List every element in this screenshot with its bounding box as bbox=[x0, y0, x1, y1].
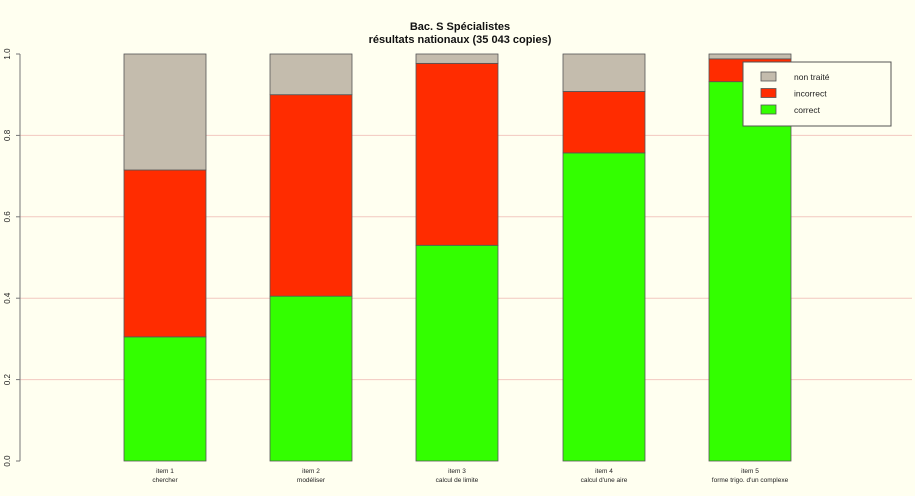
x-tick-label: chercher bbox=[152, 477, 178, 484]
legend: non traité incorrect correct bbox=[742, 61, 892, 127]
bar-segment-incorrect bbox=[269, 94, 353, 297]
y-axis: 0.0 0.2 0.4 0.6 0.8 1.0 bbox=[3, 48, 21, 467]
bar-segment-incorrect bbox=[123, 169, 207, 338]
x-tick-label: item 3 bbox=[448, 468, 466, 475]
x-tick-label: calcul d'une aire bbox=[581, 477, 628, 484]
bar-segment-non-traité bbox=[708, 53, 792, 60]
legend-label: non traité bbox=[794, 72, 830, 82]
x-tick-label: modéliser bbox=[297, 477, 326, 484]
bars bbox=[123, 53, 792, 462]
bar-segment-correct bbox=[269, 295, 353, 462]
y-tick-label: 0.8 bbox=[3, 129, 12, 141]
x-axis-labels: item 1 chercher item 2 modéliser item 3 calcu… bbox=[152, 468, 788, 484]
y-tick-label: 0.6 bbox=[3, 211, 12, 223]
x-tick-label: forme trigo. d'un complexe bbox=[712, 477, 789, 484]
y-tick-label: 1.0 bbox=[3, 48, 12, 60]
bar-segment-non-traité bbox=[562, 53, 646, 92]
x-tick-label: item 4 bbox=[595, 468, 613, 475]
y-tick-label: 0.4 bbox=[3, 292, 12, 304]
legend-swatch bbox=[760, 71, 777, 82]
x-tick-label: item 2 bbox=[302, 468, 320, 475]
legend-label: incorrect bbox=[794, 89, 827, 99]
bar-segment-correct bbox=[123, 336, 207, 462]
legend-swatch bbox=[760, 88, 777, 98]
bar-segment-non-traité bbox=[415, 53, 499, 64]
bar-segment-non-traité bbox=[123, 53, 207, 171]
chart-subtitle: résultats nationaux (35 043 copies) bbox=[369, 34, 552, 46]
bar-segment-incorrect bbox=[415, 62, 499, 246]
legend-label: correct bbox=[794, 105, 821, 115]
bar-segment-correct bbox=[415, 244, 499, 462]
x-tick-label: calcul de limite bbox=[436, 477, 479, 484]
x-tick-label: item 1 bbox=[156, 468, 174, 475]
legend-swatch bbox=[760, 104, 777, 115]
y-tick-label: 0.2 bbox=[3, 373, 12, 385]
bar-segment-correct bbox=[562, 152, 646, 462]
bar-segment-incorrect bbox=[562, 91, 646, 154]
bar-segment-correct bbox=[708, 81, 792, 462]
x-tick-label: item 5 bbox=[741, 468, 759, 475]
chart-title: Bac. S Spécialistes bbox=[410, 21, 510, 33]
y-tick-label: 0.0 bbox=[3, 455, 12, 467]
bar-segment-non-traité bbox=[269, 53, 353, 96]
